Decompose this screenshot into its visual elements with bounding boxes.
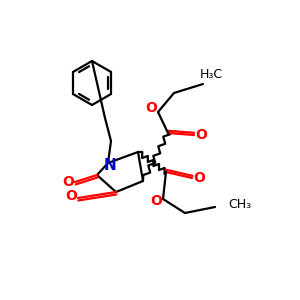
Text: O: O [62,175,74,189]
Text: O: O [150,194,162,208]
Text: O: O [145,101,157,115]
Text: N: N [103,158,116,172]
Text: CH₃: CH₃ [228,199,251,212]
Text: O: O [65,189,77,203]
Text: O: O [193,171,205,185]
Text: O: O [195,128,207,142]
Text: H₃C: H₃C [200,68,223,80]
